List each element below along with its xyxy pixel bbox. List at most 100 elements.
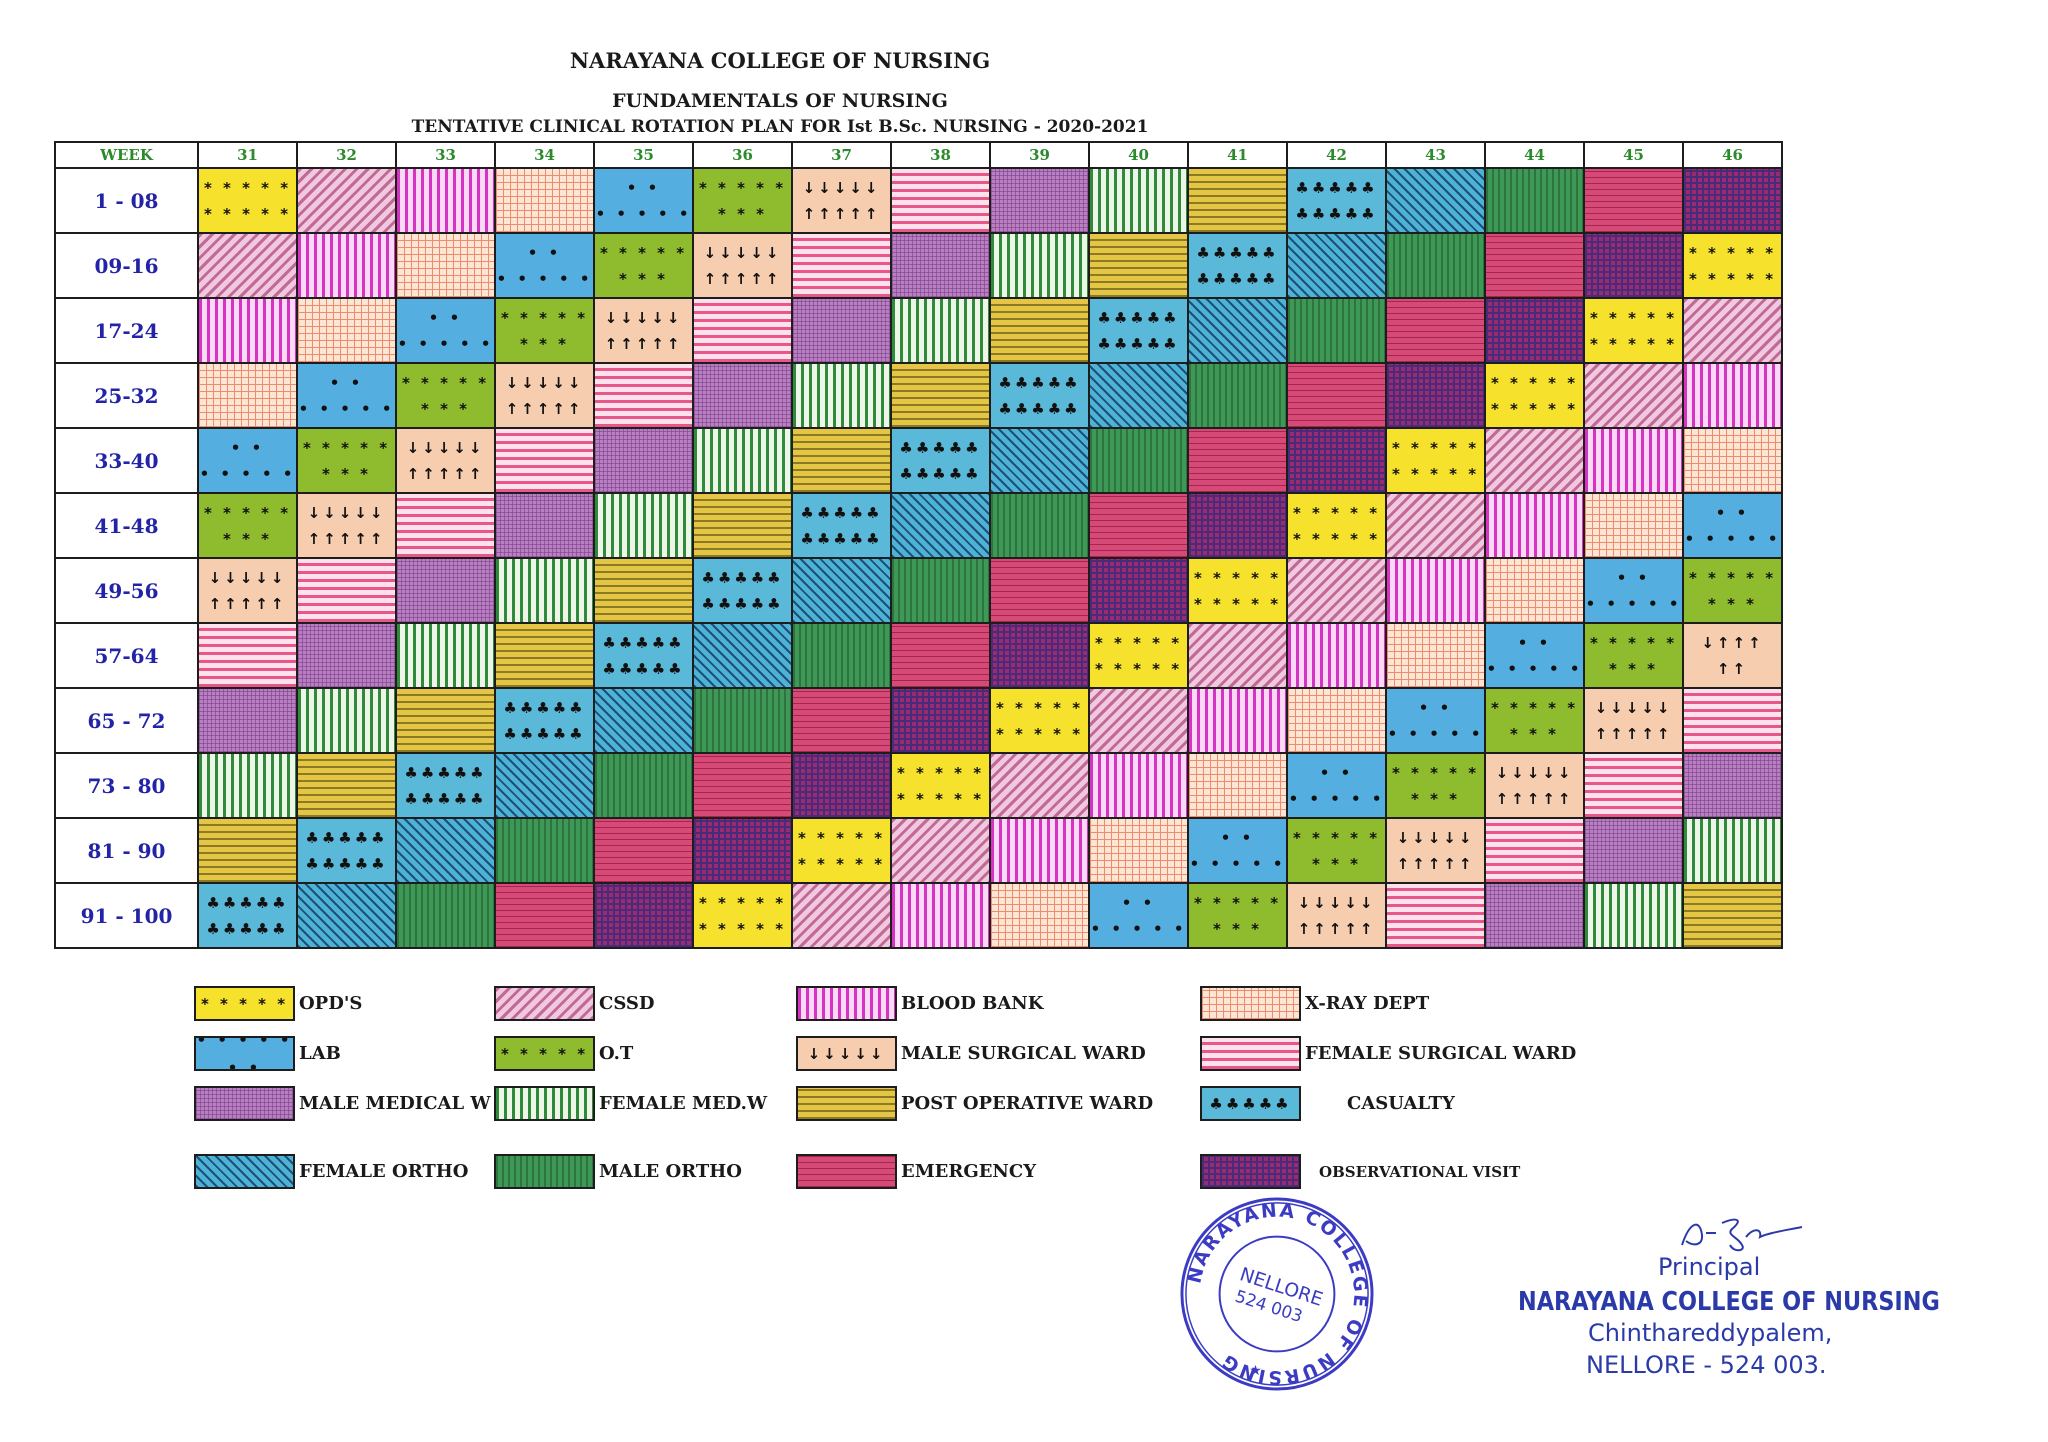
legend-item-cas: ♣♣♣♣♣ CASUALTY: [1200, 1086, 1455, 1121]
principal-signature-block: Principal NARAYANA COLLEGE OF NURSING Ch…: [1500, 1215, 1950, 1395]
rotation-cell-cas: ♣♣♣♣♣ ♣♣♣♣♣: [395, 752, 496, 819]
rotation-cell-fmw: [890, 297, 991, 364]
table-header-row: WEEK 31 32 33 34 35 36 37 38 39 40 41 42 43 44 45 46: [54, 141, 1783, 169]
rotation-cell-mmw: [197, 687, 298, 754]
cell-symbol-opd: * * * * * * * * * *: [1292, 503, 1381, 548]
legend-label-xray: X-RAY DEPT: [1305, 993, 1430, 1014]
cell-symbol-cas: ♣♣♣♣♣ ♣♣♣♣♣: [899, 438, 982, 483]
rotation-cell-mmw: [395, 557, 496, 624]
rotation-cell-bb: [1484, 492, 1585, 559]
rotation-cell-cssd: [989, 752, 1090, 819]
rotation-cell-fsw: [296, 557, 397, 624]
cell-symbol-lab: • • • • • • • • • • • • • •: [496, 235, 593, 296]
rotation-cell-bb: [1583, 427, 1684, 494]
rotation-cell-em: [1583, 167, 1684, 234]
rotation-cell-fsw: [197, 622, 298, 689]
rotation-cell-xray: [1286, 687, 1387, 754]
rotation-cell-opd: * * * * * * * * * *: [890, 752, 991, 819]
cell-symbol-cas: ♣♣♣♣♣ ♣♣♣♣♣: [206, 893, 289, 938]
cell-symbol-lab: • • • • • • • • • • • • • •: [1288, 755, 1385, 816]
rotation-cell-mmw: [692, 362, 793, 429]
legend-label-fo: FEMALE ORTHO: [299, 1161, 469, 1182]
rotation-cell-bb: [1682, 362, 1783, 429]
week-range-cell: 41-48: [54, 492, 199, 559]
rotation-cell-fsw: [1583, 752, 1684, 819]
rotation-cell-ot: * * * * * * * *: [692, 167, 793, 234]
rotation-cell-ot: * * * * * * * *: [395, 362, 496, 429]
cell-symbol-opd: * * * * * * * * * *: [995, 698, 1084, 743]
batch-column-header: 34: [494, 141, 595, 169]
cell-symbol-msw: ↓↓↓↓↓ ↑↑↑↑↑: [802, 178, 881, 223]
legend-label-obs: OBSERVATIONAL VISIT: [1319, 1162, 1521, 1181]
legend-swatch-cssd: [494, 986, 595, 1021]
rotation-cell-fsw: [890, 167, 991, 234]
batch-column-header: 44: [1484, 141, 1585, 169]
cell-symbol-msw: ↓↓↓↓↓ ↑↑↑↑↑: [1594, 698, 1673, 743]
rotation-cell-msw: ↓↓↓↓↓ ↑↑↑↑↑: [1385, 817, 1486, 884]
rotation-cell-fsw: [1484, 817, 1585, 884]
cell-symbol-ot: * * * * * * * *: [302, 438, 391, 483]
cell-symbol-msw: ↓↓↓↓↓ ↑↑↑↑↑: [307, 503, 386, 548]
rotation-cell-cas: ♣♣♣♣♣ ♣♣♣♣♣: [494, 687, 595, 754]
rotation-cell-xray: [1385, 622, 1486, 689]
rotation-cell-opd: * * * * * * * * * *: [989, 687, 1090, 754]
rotation-cell-pow: [395, 687, 496, 754]
rotation-cell-em: [692, 752, 793, 819]
rotation-cell-pow: [692, 492, 793, 559]
week-range-cell: 09-16: [54, 232, 199, 299]
batch-column-header: 36: [692, 141, 793, 169]
rotation-cell-msw: ↓↓↓↓↓ ↑↑↑↑↑: [1286, 882, 1387, 949]
table-row: 73 - 80 ♣♣♣♣♣ ♣♣♣♣♣ * * * * * * * * * * • •…: [54, 752, 1783, 819]
rotation-cell-cas: ♣♣♣♣♣ ♣♣♣♣♣: [890, 427, 991, 494]
rotation-cell-cssd: [1088, 687, 1189, 754]
table-row: 33-40• • • • • • • • • • • • • •* * * * …: [54, 427, 1783, 494]
week-column-header: WEEK: [54, 141, 199, 169]
rotation-cell-fsw: [1682, 687, 1783, 754]
table-body: 1 - 08* * * * * * * * * *• • • • • • • •…: [54, 167, 1783, 949]
cell-symbol-cas: ♣♣♣♣♣ ♣♣♣♣♣: [800, 503, 883, 548]
rotation-cell-msw: ↓↓↓↓↓ ↑↑↑↑↑: [1484, 752, 1585, 819]
rotation-cell-msw: ↓↓↓↓↓ ↑↑↑↑↑: [395, 427, 496, 494]
cell-symbol-opd: * * * * * * * * * *: [1688, 243, 1777, 288]
legend-item-opd: * * * * * OPD'S: [194, 986, 362, 1021]
rotation-cell-mo: [494, 817, 595, 884]
batch-column-header: 31: [197, 141, 298, 169]
rotation-cell-fmw: [197, 752, 298, 819]
rotation-cell-cssd: [1583, 362, 1684, 429]
rotation-cell-lab: • • • • • • • • • • • • • •: [1682, 492, 1783, 559]
legend-swatch-pow: [796, 1086, 897, 1121]
plan-title: TENTATIVE CLINICAL ROTATION PLAN FOR Ist…: [411, 117, 1149, 137]
rotation-cell-mmw: [593, 427, 694, 494]
rotation-cell-xray: [989, 882, 1090, 949]
cell-symbol-msw: ↓↓↓↓↓ ↑↑↑↑↑: [208, 568, 287, 613]
rotation-cell-ot: * * * * * * * *: [1385, 752, 1486, 819]
legend-item-ot: * * * * * O.T: [494, 1036, 633, 1071]
legend-swatch-fo: [194, 1154, 295, 1189]
rotation-cell-ot: * * * * * * * *: [1484, 687, 1585, 754]
rotation-cell-ot: * * * * * * * *: [593, 232, 694, 299]
cell-symbol-lab: • • • • • • • • • • • • • •: [1189, 820, 1286, 881]
rotation-cell-em: [1286, 362, 1387, 429]
rotation-cell-cas: ♣♣♣♣♣ ♣♣♣♣♣: [692, 557, 793, 624]
legend-item-bb: BLOOD BANK: [796, 986, 1043, 1021]
college-name: NARAYANA COLLEGE OF NURSING: [569, 48, 991, 73]
rotation-cell-mo: [989, 492, 1090, 559]
rotation-cell-obs: [692, 817, 793, 884]
rotation-cell-opd: * * * * * * * * * *: [1385, 427, 1486, 494]
rotation-cell-pow: [791, 427, 892, 494]
cell-symbol-cas: ♣♣♣♣♣ ♣♣♣♣♣: [998, 373, 1081, 418]
rotation-cell-mo: [593, 752, 694, 819]
rotation-cell-fo: [296, 882, 397, 949]
cell-symbol-msw: ↓↓↓↓↓ ↑↑↑↑↑: [1396, 828, 1475, 873]
legend-swatch-obs: [1200, 1154, 1301, 1189]
legend-label-mmw: MALE MEDICAL W: [299, 1093, 491, 1114]
rotation-cell-xray: [1682, 427, 1783, 494]
rotation-cell-fmw: [1088, 167, 1189, 234]
table-row: 65 - 72 ♣♣♣♣♣ ♣♣♣♣♣ * * * * * * * * * * • •…: [54, 687, 1783, 754]
legend-item-cssd: CSSD: [494, 986, 655, 1021]
cell-symbol-opd: * * * * * * * * * *: [1490, 373, 1579, 418]
cell-symbol-ot: * * * * * * * *: [1193, 893, 1282, 938]
legend-label-fsw: FEMALE SURGICAL WARD: [1305, 1043, 1577, 1064]
rotation-cell-opd: * * * * * * * * * *: [692, 882, 793, 949]
rotation-cell-fsw: [692, 297, 793, 364]
